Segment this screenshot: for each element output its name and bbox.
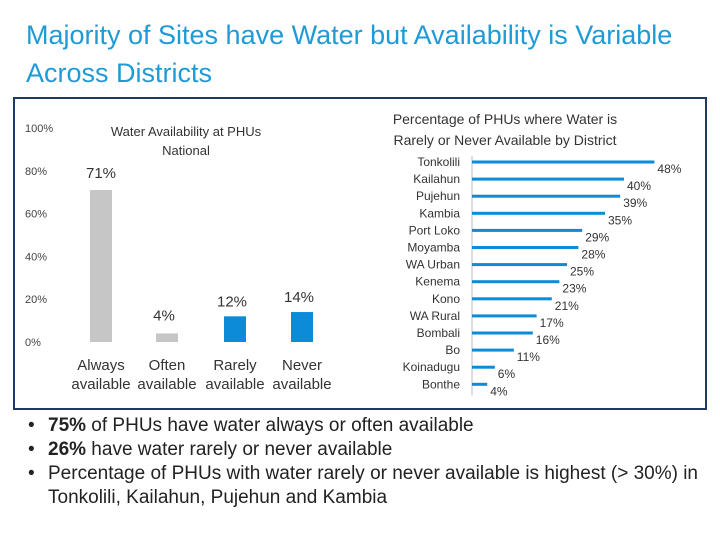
data-label: 39% [623,196,647,210]
data-label: 14% [284,289,314,306]
district-label: Kambia [419,206,460,220]
bar-tonkolili [472,160,655,164]
bar-rarely-available [224,316,246,342]
chart-title-line1: Percentage of PHUs where Water is [393,111,617,127]
y-tick-label: 0% [25,337,41,349]
data-label: 12% [217,293,247,310]
category-label-line1: Never [282,357,322,374]
data-label: 71% [86,165,116,182]
data-label: 21% [555,299,579,313]
bar-pujehun [472,194,621,198]
category-label-line2: available [137,376,196,393]
district-water-chart: Percentage of PHUs where Water is Rarely … [393,111,682,398]
bullet-item: 26% have water rarely or never available [26,438,706,462]
data-label: 4% [153,307,175,324]
district-label: Moyamba [407,241,460,255]
national-water-chart: 0% 20% 40% 60% 80% 100% Water Availability at … [25,123,332,393]
district-label: Kailahun [413,172,460,186]
y-tick-label: 80% [25,166,47,178]
y-tick-label: 100% [25,123,53,135]
bullet-bold: 75% [48,415,87,436]
data-label: 6% [498,367,516,381]
category-label-line2: available [205,376,264,393]
district-label: Port Loko [409,223,461,237]
data-label: 25% [570,265,594,279]
data-label: 23% [562,282,586,296]
district-label: Bonthe [422,377,460,391]
chart-title: Water Availability at PHUs [111,124,262,139]
category-label-line2: available [272,376,331,393]
bar-always-available [90,190,112,342]
district-label: Pujehun [416,189,460,203]
data-label: 17% [540,316,564,330]
bullet-text: have water rarely or never available [86,439,393,460]
district-label: Bo [445,343,460,357]
key-findings-list: 75% of PHUs have water always or often a… [26,414,706,510]
data-label: 48% [657,162,681,176]
category-label-line1: Often [149,357,186,374]
bullet-item: 75% of PHUs have water always or often a… [26,414,706,438]
district-label: Kenema [415,275,460,289]
bar-bonthe [472,382,488,386]
category-label-line1: Always [77,357,125,374]
bar-never-available [291,312,313,342]
data-label: 29% [585,230,609,244]
district-label: WA Rural [410,309,460,323]
bullet-bold: 26% [48,439,87,460]
bar-koinadugu [472,365,495,369]
data-label: 16% [536,333,560,347]
bar-kambia [472,211,605,215]
y-tick-label: 40% [25,251,47,263]
district-label: Kono [432,292,460,306]
bar-often-available [156,333,178,342]
bar-kailahun [472,177,624,181]
bar-wa-urban [472,263,567,267]
bullet-item: Percentage of PHUs with water rarely or … [26,462,706,510]
chart-title-line2: Rarely or Never Available by District [393,132,616,148]
bar-kono [472,297,552,301]
data-label: 35% [608,213,632,227]
y-tick-label: 20% [25,294,47,306]
data-label: 40% [627,179,651,193]
bar-port-loko [472,228,583,232]
data-label: 28% [581,248,605,262]
category-label-line1: Rarely [213,357,257,374]
district-label: WA Urban [406,258,460,272]
district-label: Bombali [417,326,460,340]
data-label: 11% [517,350,540,364]
bar-bo [472,348,514,352]
chart-subtitle: National [162,143,210,158]
data-label: 4% [490,384,508,398]
bar-kenema [472,280,560,284]
slide-title: Majority of Sites have Water but Availab… [26,20,673,88]
bar-wa-rural [472,314,537,318]
district-label: Koinadugu [403,360,460,374]
category-label-line2: available [71,376,130,393]
bar-bombali [472,331,533,335]
bullet-text: Percentage of PHUs with water rarely or … [48,463,698,508]
bullet-text: of PHUs have water always or often avail… [86,415,474,436]
chart-frame [13,97,707,410]
district-label: Tonkolili [417,155,460,169]
bar-moyamba [472,246,579,249]
y-tick-label: 60% [25,209,47,221]
